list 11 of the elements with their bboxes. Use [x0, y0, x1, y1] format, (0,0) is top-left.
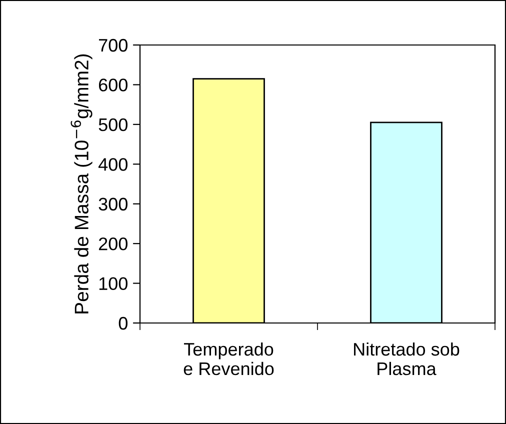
y-tick-label: 300: [98, 198, 128, 211]
x-tick-label: Nitretado sob Plasma: [354, 342, 460, 376]
y-tick-label: 0: [118, 316, 128, 330]
y-tick-label: 200: [98, 238, 128, 250]
y-tick-label: 100: [99, 277, 128, 290]
y-tick-label: 400: [98, 158, 128, 171]
y-axis-title: Perda de Massa (10$^{−6}$g/mm2): [70, 54, 92, 314]
y-tick-label: 700: [99, 38, 128, 52]
y-tick-label: 500: [98, 118, 128, 132]
y-tick-label: 600: [98, 78, 128, 92]
x-tick-label: Temperado e Revenido: [184, 342, 274, 376]
